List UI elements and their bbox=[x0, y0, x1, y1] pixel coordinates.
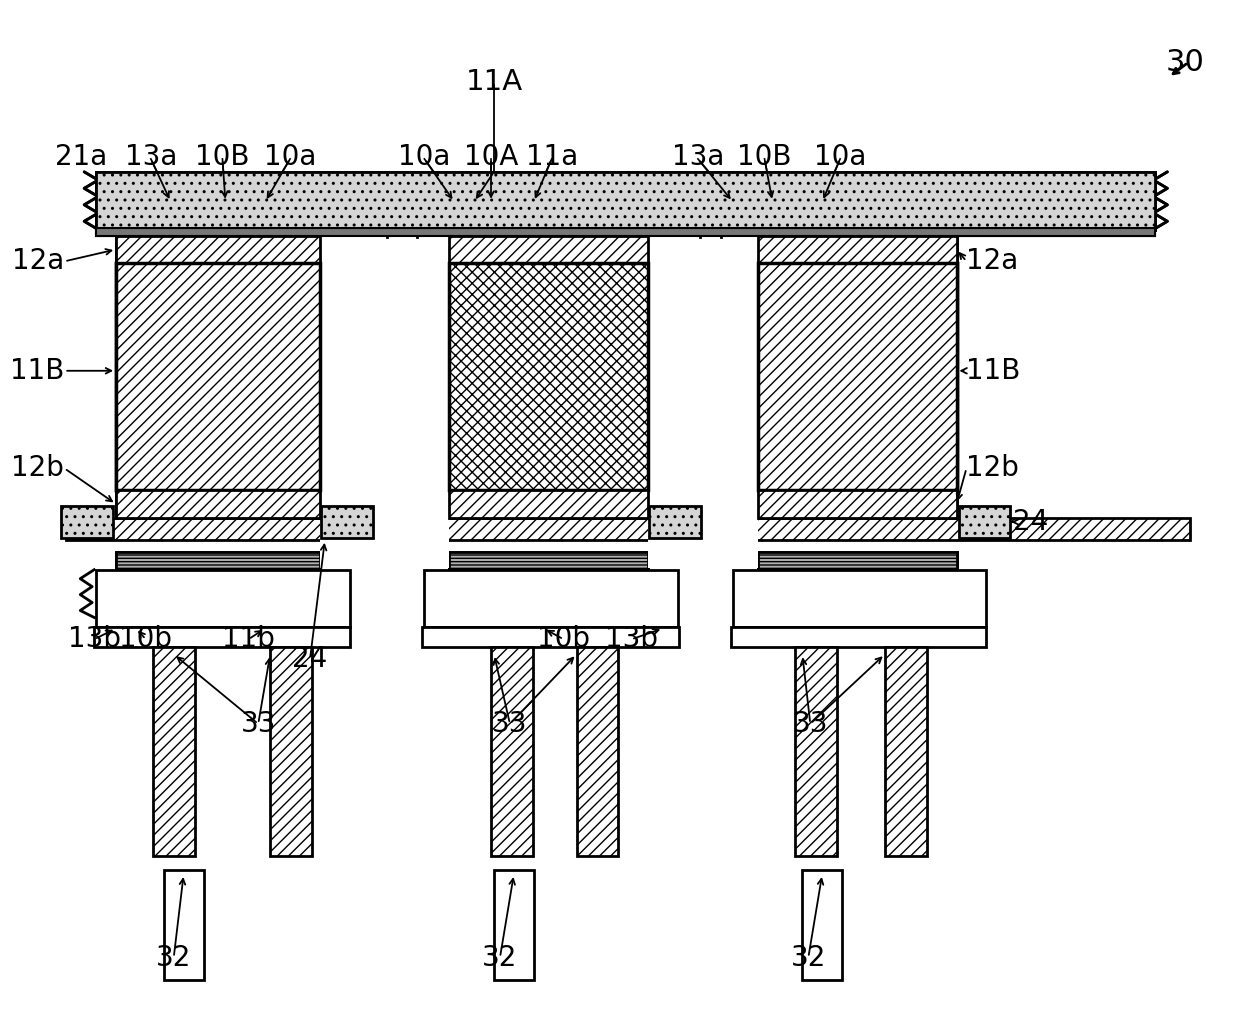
Text: 32: 32 bbox=[156, 943, 191, 972]
Bar bbox=[802, 870, 842, 979]
Bar bbox=[66, 518, 1190, 540]
Bar bbox=[117, 552, 320, 570]
Text: 24: 24 bbox=[1013, 508, 1049, 536]
Bar bbox=[97, 227, 1156, 235]
Bar bbox=[117, 490, 320, 518]
Bar bbox=[449, 490, 649, 518]
Bar bbox=[97, 227, 1156, 235]
Bar bbox=[153, 647, 195, 857]
Bar bbox=[959, 506, 1011, 538]
Text: 11B: 11B bbox=[10, 357, 64, 385]
Text: 11A: 11A bbox=[465, 68, 522, 96]
Text: 10A: 10A bbox=[464, 142, 518, 171]
Bar bbox=[61, 506, 113, 538]
Bar bbox=[94, 627, 350, 647]
Bar bbox=[97, 172, 1156, 229]
Text: 11b: 11b bbox=[222, 625, 275, 653]
Bar bbox=[649, 172, 758, 568]
Bar bbox=[758, 263, 956, 490]
Text: 11a: 11a bbox=[526, 142, 578, 171]
Text: 12b: 12b bbox=[966, 454, 1019, 482]
Bar bbox=[795, 647, 837, 857]
Bar bbox=[758, 263, 956, 490]
Bar bbox=[449, 235, 649, 263]
Text: 10B: 10B bbox=[195, 142, 249, 171]
Bar bbox=[117, 235, 320, 263]
Bar bbox=[117, 263, 320, 490]
Text: 13a: 13a bbox=[125, 142, 177, 171]
Bar bbox=[164, 870, 203, 979]
Text: 12a: 12a bbox=[12, 248, 64, 276]
Text: 10b: 10b bbox=[119, 625, 172, 653]
Bar bbox=[758, 235, 956, 263]
Text: 33: 33 bbox=[492, 710, 528, 738]
Bar bbox=[758, 235, 956, 263]
Text: 10a: 10a bbox=[813, 142, 867, 171]
Text: 11B: 11B bbox=[966, 357, 1021, 385]
Text: 10a: 10a bbox=[398, 142, 450, 171]
Bar bbox=[449, 552, 649, 570]
Bar bbox=[885, 647, 926, 857]
Bar bbox=[758, 490, 956, 518]
Bar bbox=[423, 627, 680, 647]
Text: 10B: 10B bbox=[738, 142, 792, 171]
Bar bbox=[449, 490, 649, 518]
Bar bbox=[449, 552, 649, 570]
Bar bbox=[117, 490, 320, 518]
Text: 33: 33 bbox=[241, 710, 277, 738]
Bar bbox=[449, 235, 649, 263]
Text: 30: 30 bbox=[1166, 47, 1205, 77]
Bar bbox=[733, 570, 986, 627]
Bar bbox=[449, 263, 649, 490]
Text: 10b: 10b bbox=[537, 625, 590, 653]
Bar bbox=[117, 235, 320, 263]
Bar bbox=[424, 570, 678, 627]
Bar bbox=[270, 647, 312, 857]
Bar bbox=[683, 235, 723, 462]
Text: 32: 32 bbox=[791, 943, 826, 972]
Bar bbox=[650, 506, 701, 538]
Bar bbox=[758, 490, 956, 518]
Bar bbox=[494, 870, 533, 979]
Bar bbox=[758, 552, 956, 570]
Text: 21a: 21a bbox=[55, 142, 108, 171]
Text: 13b: 13b bbox=[605, 625, 657, 653]
Bar bbox=[491, 647, 533, 857]
Bar bbox=[350, 235, 418, 462]
Bar bbox=[730, 627, 986, 647]
Text: 13a: 13a bbox=[672, 142, 724, 171]
Bar bbox=[97, 570, 350, 627]
Text: 13b: 13b bbox=[68, 625, 120, 653]
Bar bbox=[320, 172, 449, 568]
Bar bbox=[321, 506, 373, 538]
Text: 12a: 12a bbox=[966, 248, 1019, 276]
Text: 33: 33 bbox=[792, 710, 828, 738]
Bar bbox=[117, 552, 320, 570]
Text: 10a: 10a bbox=[264, 142, 316, 171]
Text: 32: 32 bbox=[482, 943, 517, 972]
Bar bbox=[577, 647, 619, 857]
Text: 12b: 12b bbox=[11, 454, 64, 482]
Bar bbox=[117, 263, 320, 490]
Text: 24: 24 bbox=[293, 645, 327, 673]
Bar bbox=[97, 172, 1156, 229]
Bar bbox=[758, 552, 956, 570]
Bar bbox=[449, 263, 649, 490]
